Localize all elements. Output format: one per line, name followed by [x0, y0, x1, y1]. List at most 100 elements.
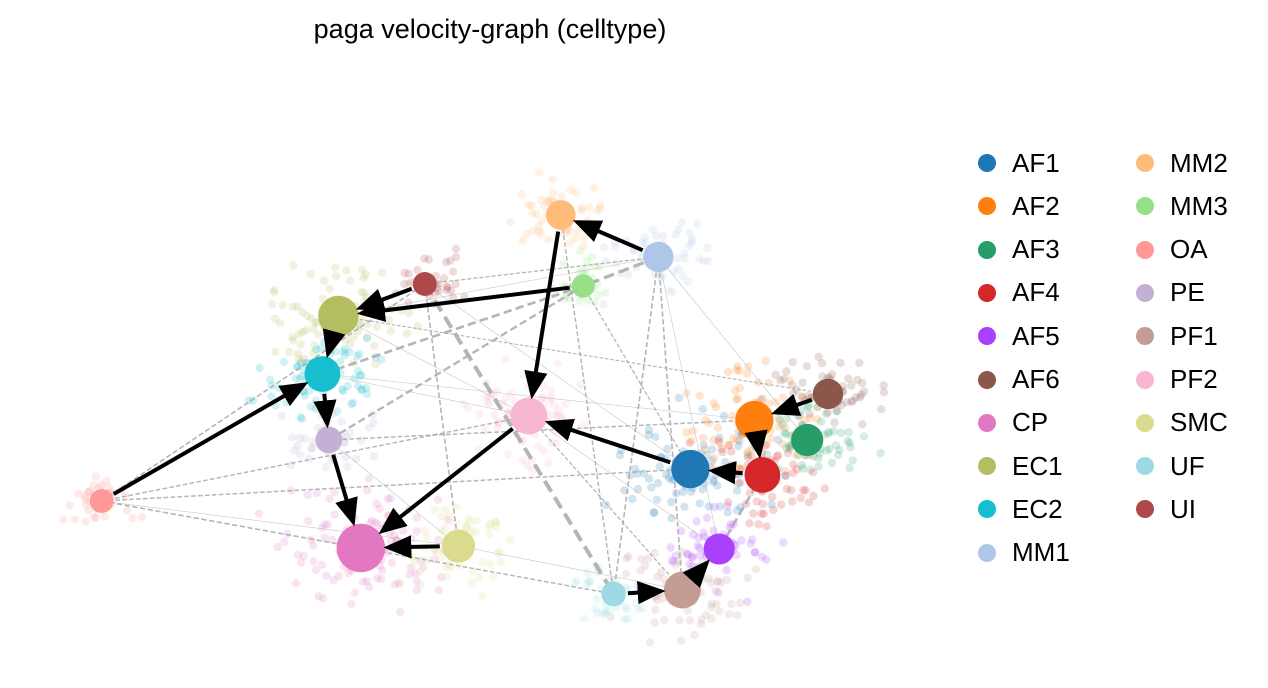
- cell-point: [879, 381, 888, 390]
- cell-point: [387, 558, 397, 567]
- cell-point: [660, 615, 669, 625]
- cell-point: [583, 296, 592, 305]
- cell-point: [732, 435, 741, 444]
- cell-point: [576, 247, 585, 256]
- cell-point: [345, 348, 354, 357]
- cell-point: [748, 535, 757, 544]
- cell-point: [758, 394, 768, 403]
- cell-point: [346, 339, 355, 348]
- cell-point: [546, 386, 556, 395]
- cell-point: [710, 502, 719, 512]
- cell-point: [422, 532, 432, 541]
- cell-point: [723, 501, 732, 510]
- dashed-edge-pe-af2: [328, 419, 755, 441]
- cell-point: [415, 567, 424, 577]
- cell-point: [439, 274, 449, 283]
- cell-point: [291, 374, 301, 383]
- cell-point: [317, 560, 327, 569]
- cell-point: [304, 516, 313, 526]
- cell-point: [485, 519, 495, 529]
- legend-label: AF6: [1012, 364, 1060, 394]
- cell-point: [761, 441, 770, 450]
- dashed-edge-mm1-uf: [612, 256, 660, 595]
- cell-point: [779, 538, 788, 547]
- cell-point: [734, 441, 743, 451]
- arrow-af4-to-af1: [707, 461, 743, 485]
- cell-point: [685, 241, 694, 250]
- cell-point: [330, 510, 339, 519]
- cell-point: [546, 393, 556, 402]
- cell-point: [347, 600, 356, 609]
- cell-point: [781, 429, 791, 439]
- cell-point: [754, 520, 763, 529]
- cell-point: [687, 552, 697, 561]
- cell-point: [848, 396, 858, 406]
- cell-point: [373, 520, 383, 529]
- cell-point: [384, 511, 393, 521]
- cell-point: [553, 411, 562, 421]
- cell-point: [309, 557, 318, 566]
- cell-point: [651, 432, 660, 441]
- cell-point: [583, 568, 592, 577]
- cell-point: [725, 523, 734, 532]
- cell-point: [371, 360, 380, 369]
- cell-point: [667, 514, 676, 523]
- cell-point: [557, 192, 566, 201]
- legend-label: MM2: [1170, 147, 1228, 178]
- cell-point: [80, 491, 90, 501]
- cell-point: [517, 190, 526, 199]
- cell-point: [822, 446, 831, 455]
- cell-point: [372, 499, 381, 508]
- cell-point: [105, 483, 114, 492]
- dashed-edge-ui-smc: [423, 283, 460, 547]
- cell-point: [506, 218, 515, 227]
- cell-point: [675, 616, 684, 625]
- cell-point: [359, 273, 368, 283]
- cell-point: [680, 254, 690, 263]
- cell-point: [577, 203, 586, 212]
- cell-point: [779, 374, 788, 384]
- cell-point: [400, 279, 409, 289]
- cell-point: [651, 605, 660, 614]
- legend-item-cp: CP: [978, 407, 1048, 438]
- cell-point: [412, 585, 421, 595]
- cell-point: [330, 487, 339, 497]
- cell-point: [827, 370, 837, 379]
- cell-point: [650, 618, 659, 627]
- cell-point: [813, 415, 822, 424]
- cell-point: [636, 566, 645, 575]
- legend-label: AF5: [1012, 320, 1060, 351]
- cell-point: [845, 464, 854, 473]
- cell-point: [485, 398, 494, 408]
- cell-point: [606, 613, 615, 622]
- cell-point: [733, 362, 742, 371]
- cell-point: [288, 302, 297, 311]
- cell-point: [821, 409, 831, 418]
- cell-point: [714, 588, 723, 597]
- cell-point: [299, 354, 309, 363]
- cell-point: [788, 380, 797, 390]
- cell-point: [620, 614, 629, 624]
- dashed-edge-mm2-uf: [560, 214, 615, 595]
- cell-point: [549, 188, 558, 198]
- cell-point: [622, 605, 632, 614]
- cell-point: [678, 487, 688, 497]
- cell-point: [297, 558, 306, 567]
- cell-point: [80, 494, 90, 503]
- legend-label: AF1: [1012, 147, 1060, 178]
- cell-point: [319, 594, 328, 603]
- cell-point: [727, 447, 736, 456]
- cell-point: [715, 502, 725, 511]
- cell-point: [357, 385, 366, 395]
- cell-point: [674, 264, 683, 273]
- cell-point: [298, 307, 307, 317]
- cell-point: [678, 217, 687, 227]
- cell-point: [735, 463, 744, 473]
- cell-point: [699, 433, 708, 443]
- cell-point: [852, 393, 861, 402]
- cell-point: [589, 183, 599, 193]
- cell-point: [726, 520, 736, 529]
- cell-point: [358, 577, 368, 586]
- cell-point: [483, 397, 492, 406]
- cell-point: [798, 464, 808, 473]
